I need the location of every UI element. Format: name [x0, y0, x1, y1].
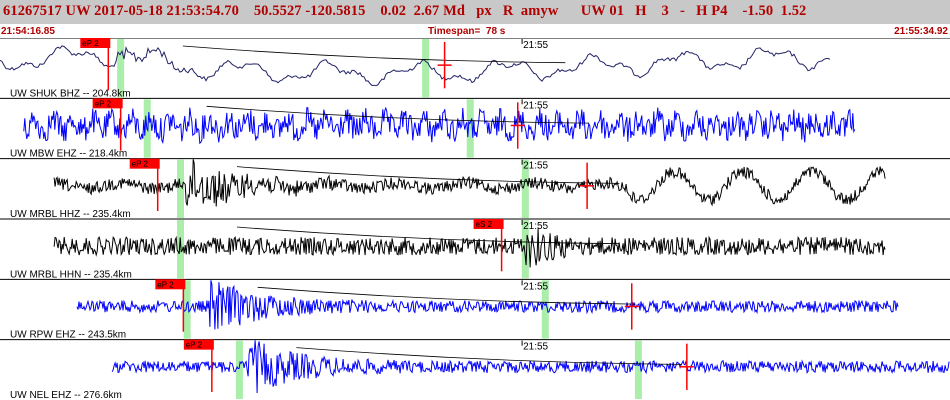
arrival-window-band: [177, 159, 184, 218]
phase-pick-flag[interactable]: [92, 98, 123, 109]
travel-time-curve: [257, 286, 636, 305]
end-time-label: 21:55:34.92: [894, 26, 948, 37]
time-axis-row: 21:54:16.85 Timespan= 78 s 21:55:34.92: [0, 24, 950, 38]
phase-pick-flag[interactable]: [129, 158, 160, 169]
travel-time-curve: [236, 226, 620, 245]
arrival-window-band: [521, 159, 529, 218]
trace-station-label: UW MRBL HHZ -- 235.4km: [10, 209, 131, 220]
phase-pick-label: eP 2: [157, 280, 174, 289]
time-mark-label: 21:55: [523, 221, 548, 232]
phase-pick-label: eP 2: [95, 99, 112, 108]
arrival-window-band: [521, 219, 529, 279]
arrival-window-band: [422, 39, 430, 98]
waveform-trace[interactable]: [23, 106, 856, 145]
trace-station-label: UW RPW EHZ -- 243.5km: [10, 330, 126, 341]
time-mark-label: 21:55: [523, 342, 548, 353]
travel-time-curve: [182, 45, 566, 64]
time-mark-label: 21:55: [523, 40, 548, 51]
phase-pick-label: eP 2: [132, 160, 149, 169]
travel-time-curve: [236, 166, 620, 184]
time-mark-label: 21:55: [523, 161, 548, 172]
arrival-window-band: [235, 340, 243, 399]
trace-station-label: UW NEL EHZ -- 276.6km: [10, 390, 122, 400]
phase-pick-flag[interactable]: [80, 38, 111, 48]
arrival-window-band: [634, 340, 642, 399]
timespan-label: Timespan= 78 s: [428, 26, 506, 37]
phase-pick-flag[interactable]: [473, 218, 504, 229]
trace-station-label: UW MRBL HHN -- 235.4km: [10, 269, 132, 280]
start-time-label: 21:54:16.85: [1, 26, 55, 37]
arrival-window-band: [177, 219, 184, 279]
time-mark-label: 21:55: [523, 100, 548, 111]
travel-time-curve: [206, 105, 590, 124]
phase-pick-label: eP 2: [186, 341, 203, 350]
waveform-trace[interactable]: [76, 280, 899, 330]
phase-pick-flag[interactable]: [155, 279, 186, 290]
phase-pick-label: eS 2: [476, 220, 493, 229]
phase-pick-flag[interactable]: [183, 339, 214, 350]
arrival-window-band: [117, 39, 125, 98]
arrival-window-band: [183, 280, 191, 339]
arrival-window-band: [466, 99, 474, 158]
phase-pick-label: eP 2: [82, 39, 99, 48]
event-header-bar: 61267517 UW 2017-05-18 21:53:54.70 50.55…: [0, 0, 950, 24]
event-summary-title: 61267517 UW 2017-05-18 21:53:54.70 50.55…: [3, 3, 807, 19]
arrival-window-band: [541, 280, 549, 339]
travel-time-curve: [296, 347, 682, 365]
trace-station-label: UW SHUK BHZ -- 204.8km: [10, 88, 131, 99]
waveform-trace[interactable]: [0, 45, 831, 87]
waveform-trace[interactable]: [111, 340, 950, 394]
waveform-trace[interactable]: [53, 228, 886, 268]
waveform-trace[interactable]: [53, 159, 886, 207]
trace-station-label: UW MBW EHZ -- 218.4km: [10, 149, 127, 160]
time-mark-label: 21:55: [523, 281, 548, 292]
